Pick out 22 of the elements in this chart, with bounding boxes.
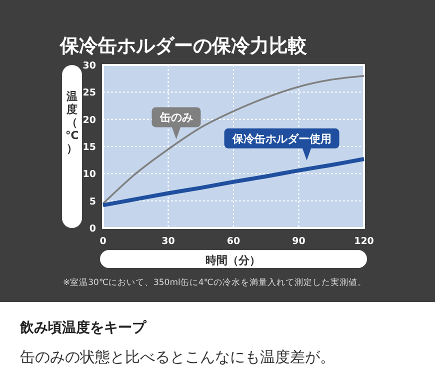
y-tick-label: 20	[82, 114, 96, 126]
x-tick-label: 90	[292, 236, 306, 247]
line-series	[101, 156, 366, 208]
text: 缶のみの状態と比べるとこんなにも温度差が。	[20, 348, 335, 366]
x-tick-label: 120	[354, 236, 374, 247]
y-tick-label: 15	[82, 142, 96, 153]
x-axis-title: 時間（分）	[206, 254, 260, 267]
y-tick-label: 10	[82, 169, 96, 180]
x-tick-label: 60	[226, 236, 240, 247]
y-tick-label: 0	[89, 224, 96, 234]
chart-title: 保冷缶ホルダーの保冷力比較	[59, 35, 308, 57]
line-series	[102, 74, 365, 204]
text: ※室温30℃において、350ml缶に4℃の冷水を満量入れて測定した実測値。	[63, 277, 366, 288]
series-label: 保冷缶ホルダー使用	[231, 132, 332, 146]
text: 飲み頃温度をキープ	[19, 319, 147, 336]
x-tick-label: 30	[162, 236, 176, 247]
y-tick-label: 5	[89, 196, 96, 208]
x-tick-label: 0	[100, 236, 107, 247]
y-axis-title: 温度（℃）	[65, 90, 79, 155]
series-label: 缶のみ	[158, 111, 193, 124]
y-tick-label: 30	[82, 60, 96, 72]
y-tick-label: 25	[82, 88, 96, 99]
